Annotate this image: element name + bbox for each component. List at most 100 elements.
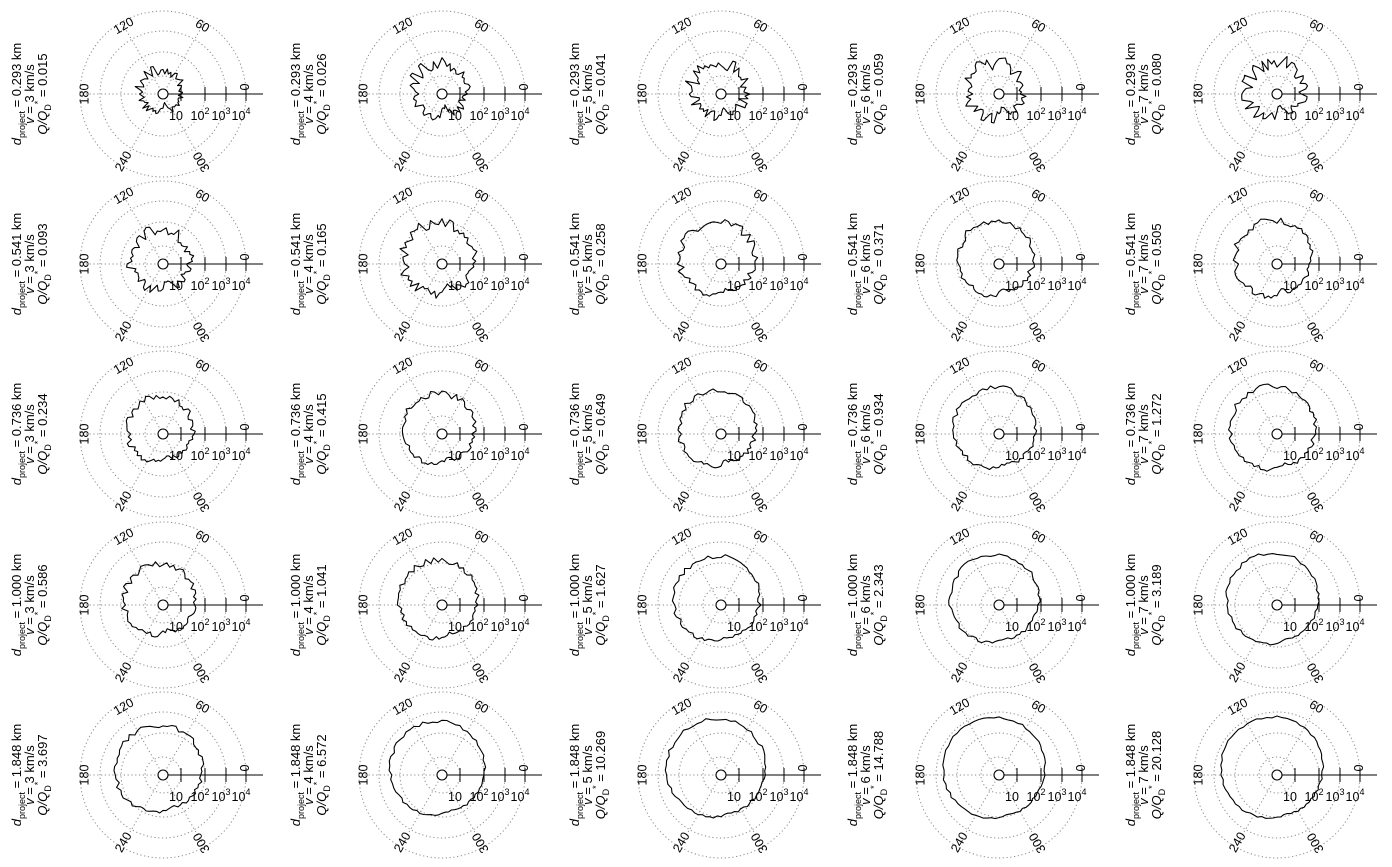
angle-label: 120 [1225,15,1250,38]
angle-label: 180 [1191,765,1205,786]
angle-label: 180 [356,254,370,275]
label-superscript: * [1147,611,1157,615]
tick-exponent: 3 [225,446,230,456]
tick-exponent: 4 [803,276,808,286]
label-value: = 5 km/s [580,745,595,799]
tick-exponent: 2 [483,276,488,286]
angle-label: 180 [1191,254,1205,275]
grid-spoke [441,263,484,337]
angle-label-0: 0 [1352,764,1366,771]
center-marker [436,769,448,781]
radial-tick-label: 10 [448,620,462,634]
velocity-label: v = 6 km/s [858,404,873,464]
angle-label: 240 [112,319,135,344]
angle-label: 240 [112,489,135,514]
grid-spoke [441,774,484,848]
label-value: = 1.041 [314,564,329,611]
center-marker [993,769,1005,781]
velocity-label: v = 6 km/s [858,64,873,124]
tick-exponent: 3 [1339,446,1344,456]
label-symbol: Q/Q [593,795,608,819]
grid-spoke [957,774,1000,848]
label-subscript: D [322,104,332,111]
data-trace [684,60,751,122]
tick-exponent: 4 [245,446,250,456]
angle-label: 60 [1307,356,1326,375]
center-marker [715,428,727,440]
radial-tick-label: 102 [749,787,768,804]
grid-spoke [998,532,1041,606]
grid-spoke [1276,191,1319,265]
label-symbol: d [1123,818,1138,826]
velocity-label: v = 3 km/s [22,745,37,805]
label-superscript: * [591,440,601,444]
label-value: = 4 km/s [301,745,316,799]
grid-spoke [679,191,722,265]
data-trace [396,557,480,641]
d-project-label: dproject = 0.541 km [288,213,306,316]
grid-spoke [720,361,763,435]
angle-label: 60 [1029,186,1048,205]
grid-spoke [121,702,164,776]
angle-label: 60 [751,16,770,35]
tick-exponent: 4 [1081,787,1086,797]
tick-exponent: 2 [204,787,209,797]
label-symbol: d [288,477,303,485]
label-value: = 0.736 km [845,383,860,451]
grid-spoke [441,532,484,606]
label-superscript: * [591,611,601,615]
angle-label-0: 0 [796,423,810,430]
radial-tick-label: 102 [1027,276,1046,293]
d-project-label: dproject = 1.000 km [567,554,585,657]
tick-exponent: 4 [245,787,250,797]
grid-spoke [720,21,763,95]
label-value: = 0.258 [593,223,608,270]
label-subscript: D [43,444,53,451]
tick-exponent: 2 [1318,106,1323,116]
label-subscript: D [1157,274,1167,281]
grid-spoke [720,702,763,776]
data-trace [1220,715,1325,819]
grid-spoke [1235,191,1278,265]
angle-label-0: 0 [1074,594,1088,601]
q-ratio-label: Q/QD* = 2.343 [869,564,889,645]
q-ratio-label: Q/QD* = 0.371 [869,223,889,304]
grid-spoke [441,604,484,678]
angle-label: 180 [356,765,370,786]
center-marker [1271,599,1283,611]
grid-spoke [998,604,1041,678]
label-value: = 1.000 km [567,554,582,622]
label-symbol: d [9,477,24,485]
d-project-label: dproject = 0.293 km [1123,43,1141,146]
angle-label: 120 [1225,526,1250,549]
q-ratio-label: Q/QD* = 0.505 [1147,223,1167,304]
angle-label: 240 [112,660,135,685]
label-value: = 0.541 km [567,213,582,281]
label-symbol: v [858,797,873,805]
grid-spoke [162,361,205,435]
d-project-label: dproject = 1.848 km [845,724,863,827]
angle-label-0: 0 [1074,253,1088,260]
radial-tick-label: 104 [790,446,809,463]
grid-spoke [679,361,722,435]
angle-label: 60 [193,697,212,716]
label-subscript: project [17,111,27,139]
d-project-label: dproject = 1.000 km [845,554,863,657]
tick-exponent: 3 [1339,787,1344,797]
angle-label: 240 [948,149,971,174]
radial-tick-label: 104 [232,276,251,293]
center-marker [715,599,727,611]
label-symbol: d [567,648,582,656]
label-symbol: Q/Q [593,622,608,646]
label-subscript: D [601,104,611,111]
center-marker [1271,769,1283,781]
label-value: = 1.000 km [9,554,24,622]
velocity-label: v = 7 km/s [1136,64,1151,124]
tick-exponent: 2 [1040,787,1045,797]
center-marker [157,258,169,270]
angle-label: 120 [669,185,694,208]
grid-spoke [679,532,722,606]
data-trace [409,57,471,121]
radial-tick-label: 103 [212,617,231,634]
